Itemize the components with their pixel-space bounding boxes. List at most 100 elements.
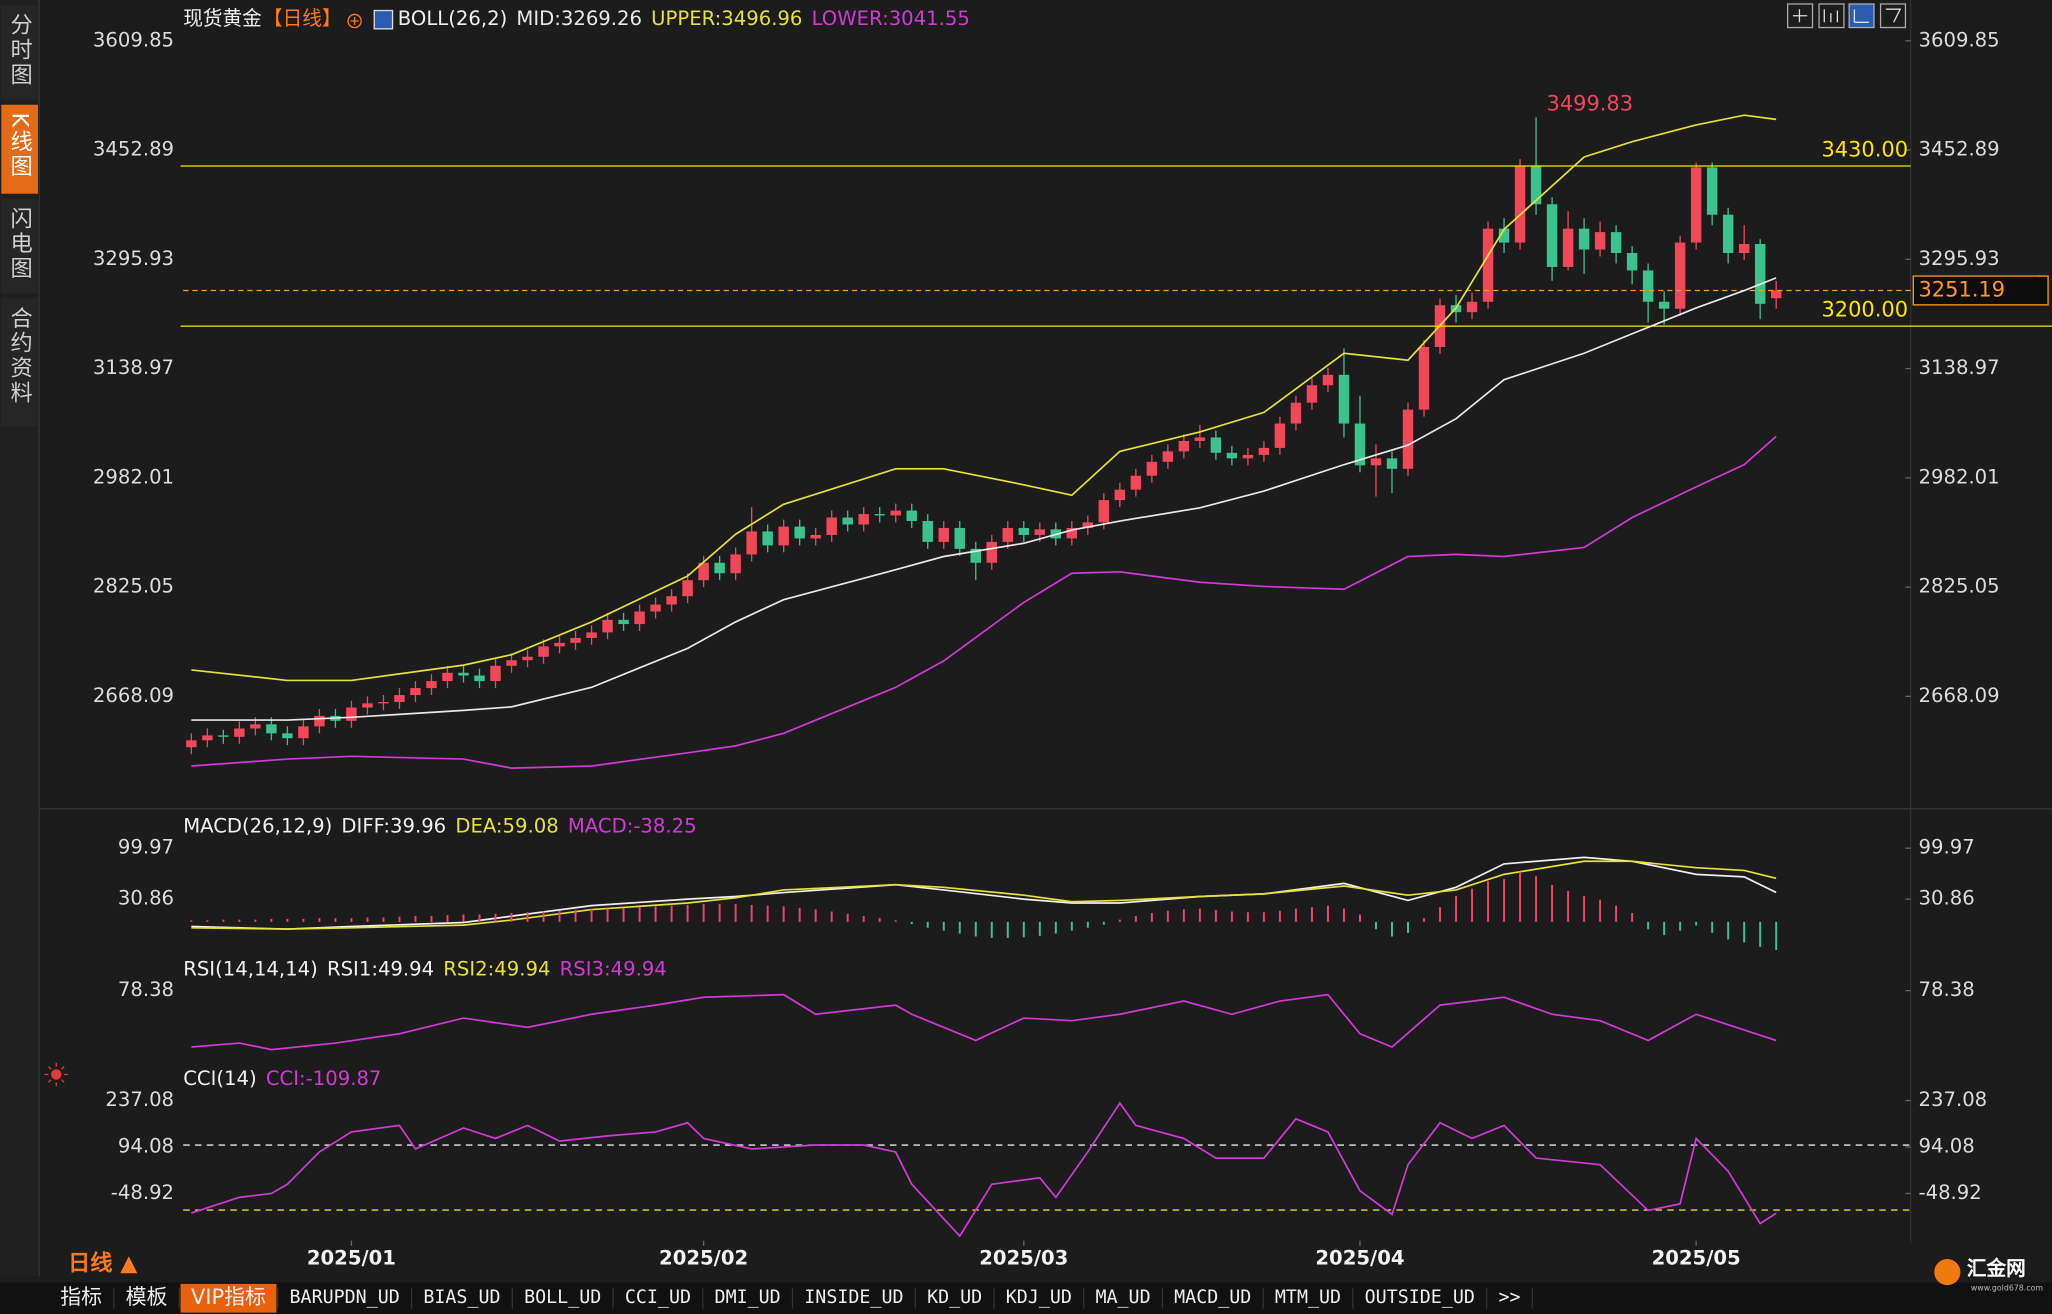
- add-icon-cross: [350, 17, 359, 25]
- legend-entry: RSI2:49.94: [443, 957, 550, 980]
- toolbar-item[interactable]: 指标: [49, 1283, 113, 1313]
- legend-entry: DEA:59.08: [455, 815, 558, 838]
- candle-body: [1402, 409, 1414, 469]
- y-tick-label: 237.08: [105, 1088, 174, 1111]
- toolbar-item[interactable]: CCI_UD: [614, 1283, 702, 1313]
- toolbar-icons: [1786, 3, 1907, 29]
- toolbar-item[interactable]: MTM_UD: [1264, 1283, 1352, 1313]
- y-tick-label-right: 30.86: [1919, 887, 1975, 910]
- candle-body: [1130, 475, 1142, 490]
- toolbar-item-label: VIP指标: [191, 1285, 266, 1309]
- y-tick-label-right: 78.38: [1919, 978, 1975, 1001]
- candle-body: [970, 548, 981, 563]
- sidebar-tab-label: 合约资料: [7, 306, 33, 406]
- toolbar-item[interactable]: BIAS_UD: [412, 1283, 512, 1313]
- candle-body: [1146, 461, 1158, 476]
- candle-body: [282, 733, 293, 739]
- toolbar-item-label: KD_UD: [927, 1287, 982, 1308]
- candle-body: [266, 724, 277, 734]
- legend-entry: LOWER:3041.55: [812, 7, 970, 30]
- toolbar-item-bg: [49, 1283, 113, 1313]
- candle-body: [1162, 451, 1174, 462]
- candle-body: [810, 534, 821, 539]
- toolbar-item-label: MA_UD: [1095, 1287, 1150, 1308]
- icon-button[interactable]: [1818, 3, 1845, 29]
- candle-body: [490, 665, 501, 682]
- panel-title: 现货黄金: [183, 7, 262, 30]
- candle-body: [1290, 402, 1302, 424]
- y-tick-label-right: 2668.09: [1919, 684, 2000, 707]
- toolbar-item-bg: [412, 1283, 512, 1313]
- toolbar-item[interactable]: DMI_UD: [704, 1283, 792, 1313]
- indicator-icon: [373, 9, 394, 30]
- icon-button[interactable]: [1786, 3, 1814, 29]
- high-annotation: 3499.83: [1547, 91, 1634, 115]
- candle-body: [1610, 232, 1622, 254]
- candle-body: [1018, 527, 1030, 535]
- legend-entry: MACD:-38.25: [568, 815, 697, 838]
- candle-body: [1578, 228, 1590, 250]
- sidebar-tab[interactable]: [1, 298, 38, 427]
- toolbar-item-label: 模板: [126, 1285, 168, 1309]
- sidebar-tab[interactable]: [1, 104, 38, 194]
- y-tick-label: -48.92: [111, 1181, 174, 1204]
- toolbar-item[interactable]: KDJ_UD: [995, 1283, 1083, 1313]
- toolbar-item[interactable]: MACD_UD: [1163, 1283, 1262, 1313]
- icon-button[interactable]: [1879, 3, 1907, 29]
- toolbar-item-label: BARUPDN_UD: [290, 1287, 400, 1308]
- candle-body: [218, 735, 229, 737]
- toolbar-item[interactable]: BARUPDN_UD: [279, 1283, 411, 1313]
- sidebar-tab[interactable]: [1, 198, 38, 294]
- sidebar-tab-label: K线图: [7, 113, 33, 180]
- last-price-label: 3251.19: [1919, 277, 2006, 301]
- candle-body: [698, 562, 709, 581]
- x-tick-label: 2025/05: [1652, 1246, 1741, 1269]
- toolbar-item[interactable]: BOLL_UD: [513, 1283, 612, 1313]
- x-tick-label: 2025/04: [1315, 1246, 1404, 1269]
- indicator-line: [191, 114, 1777, 682]
- period-selector[interactable]: 日线 ▲: [68, 1250, 138, 1277]
- toolbar-item[interactable]: >>: [1487, 1283, 1531, 1313]
- toolbar-item[interactable]: MA_UD: [1085, 1283, 1162, 1313]
- candle-body: [1514, 165, 1526, 243]
- candle-body: [298, 726, 309, 739]
- icon-button[interactable]: [1848, 3, 1875, 29]
- toolbar-item[interactable]: INSIDE_UD: [793, 1283, 914, 1313]
- logo-name: 汇金网: [1967, 1257, 2026, 1280]
- y-tick-label: 2982.01: [93, 465, 174, 488]
- y-tick-label: 3452.89: [93, 138, 174, 161]
- panel-title: RSI(14,14,14): [183, 957, 318, 980]
- toolbar-item[interactable]: KD_UD: [916, 1283, 993, 1313]
- last-price-box: [1912, 275, 2049, 306]
- candle-body: [1642, 270, 1654, 302]
- toolbar-item-label: BOLL_UD: [524, 1287, 601, 1308]
- toolbar-item[interactable]: VIP指标: [180, 1283, 277, 1313]
- candle-body: [906, 510, 917, 522]
- indicator-line: [191, 993, 1777, 1051]
- y-tick-label-right: 3609.85: [1919, 28, 2000, 51]
- legend-entry: RSI1:49.94: [327, 957, 434, 980]
- x-tick-label: 2025/01: [307, 1246, 396, 1269]
- y-tick-label: 3609.85: [93, 28, 174, 51]
- toolbar-item-label: CCI_UD: [625, 1287, 691, 1308]
- candle-body: [890, 510, 901, 516]
- candle-body: [378, 701, 389, 704]
- candle-body: [602, 619, 613, 633]
- toolbar-item[interactable]: 模板: [115, 1283, 178, 1313]
- legend-entry: MID:3269.26: [516, 7, 642, 30]
- legend-entry: RSI3:49.94: [560, 957, 667, 980]
- sidebar-tab[interactable]: [1, 5, 38, 100]
- candle-body: [874, 514, 885, 516]
- candle-body: [1418, 346, 1430, 410]
- candle-body: [1178, 440, 1190, 452]
- toolbar-item[interactable]: OUTSIDE_UD: [1354, 1283, 1486, 1313]
- candle-body: [1258, 447, 1270, 455]
- candle-body: [1002, 527, 1014, 542]
- sidebar-tab-label: 分时图: [7, 13, 33, 88]
- toolbar-item-bg: [1163, 1283, 1262, 1313]
- candle-body: [586, 632, 597, 638]
- candle-body: [730, 554, 741, 574]
- candle-body: [1530, 165, 1542, 205]
